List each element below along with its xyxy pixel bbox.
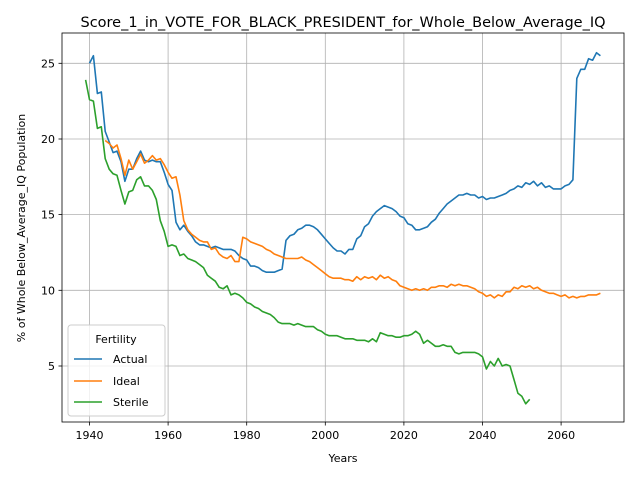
plot-frame — [61, 32, 625, 423]
y-tick-label: 10 — [41, 284, 55, 297]
series-line-ideal — [104, 139, 601, 299]
legend-label-actual: Actual — [113, 353, 147, 366]
x-tick-label: 1940 — [76, 429, 104, 442]
legend-box — [67, 324, 166, 417]
x-axis-label: Years — [327, 452, 357, 465]
x-tick-label: 2000 — [311, 429, 339, 442]
series-group — [84, 51, 601, 405]
y-tick-label: 20 — [41, 133, 55, 146]
x-tick-label: 2040 — [469, 429, 497, 442]
series-line-sterile — [84, 79, 531, 405]
y-tick-label: 15 — [41, 209, 55, 222]
chart-title: Score_1_in_VOTE_FOR_BLACK_PRESIDENT_for_… — [80, 15, 605, 31]
y-axis-label: % of Whole Below_Average_IQ Population — [15, 114, 28, 342]
legend-label-sterile: Sterile — [113, 396, 149, 409]
legend: Fertility Actual Ideal Sterile — [67, 324, 166, 417]
x-tick-label: 1980 — [233, 429, 261, 442]
x-tick-label: 2060 — [547, 429, 575, 442]
series-line-actual — [88, 51, 601, 274]
axis-ticks: 1940 1960 1980 2000 2020 2040 2060 5 10 15 20 25 — [41, 57, 575, 442]
x-tick-label: 2020 — [390, 429, 418, 442]
legend-title: Fertility — [95, 333, 137, 346]
x-tick-label: 1960 — [154, 429, 182, 442]
y-tick-label: 25 — [41, 57, 55, 70]
y-tick-label: 5 — [48, 360, 55, 373]
legend-label-ideal: Ideal — [113, 375, 140, 388]
